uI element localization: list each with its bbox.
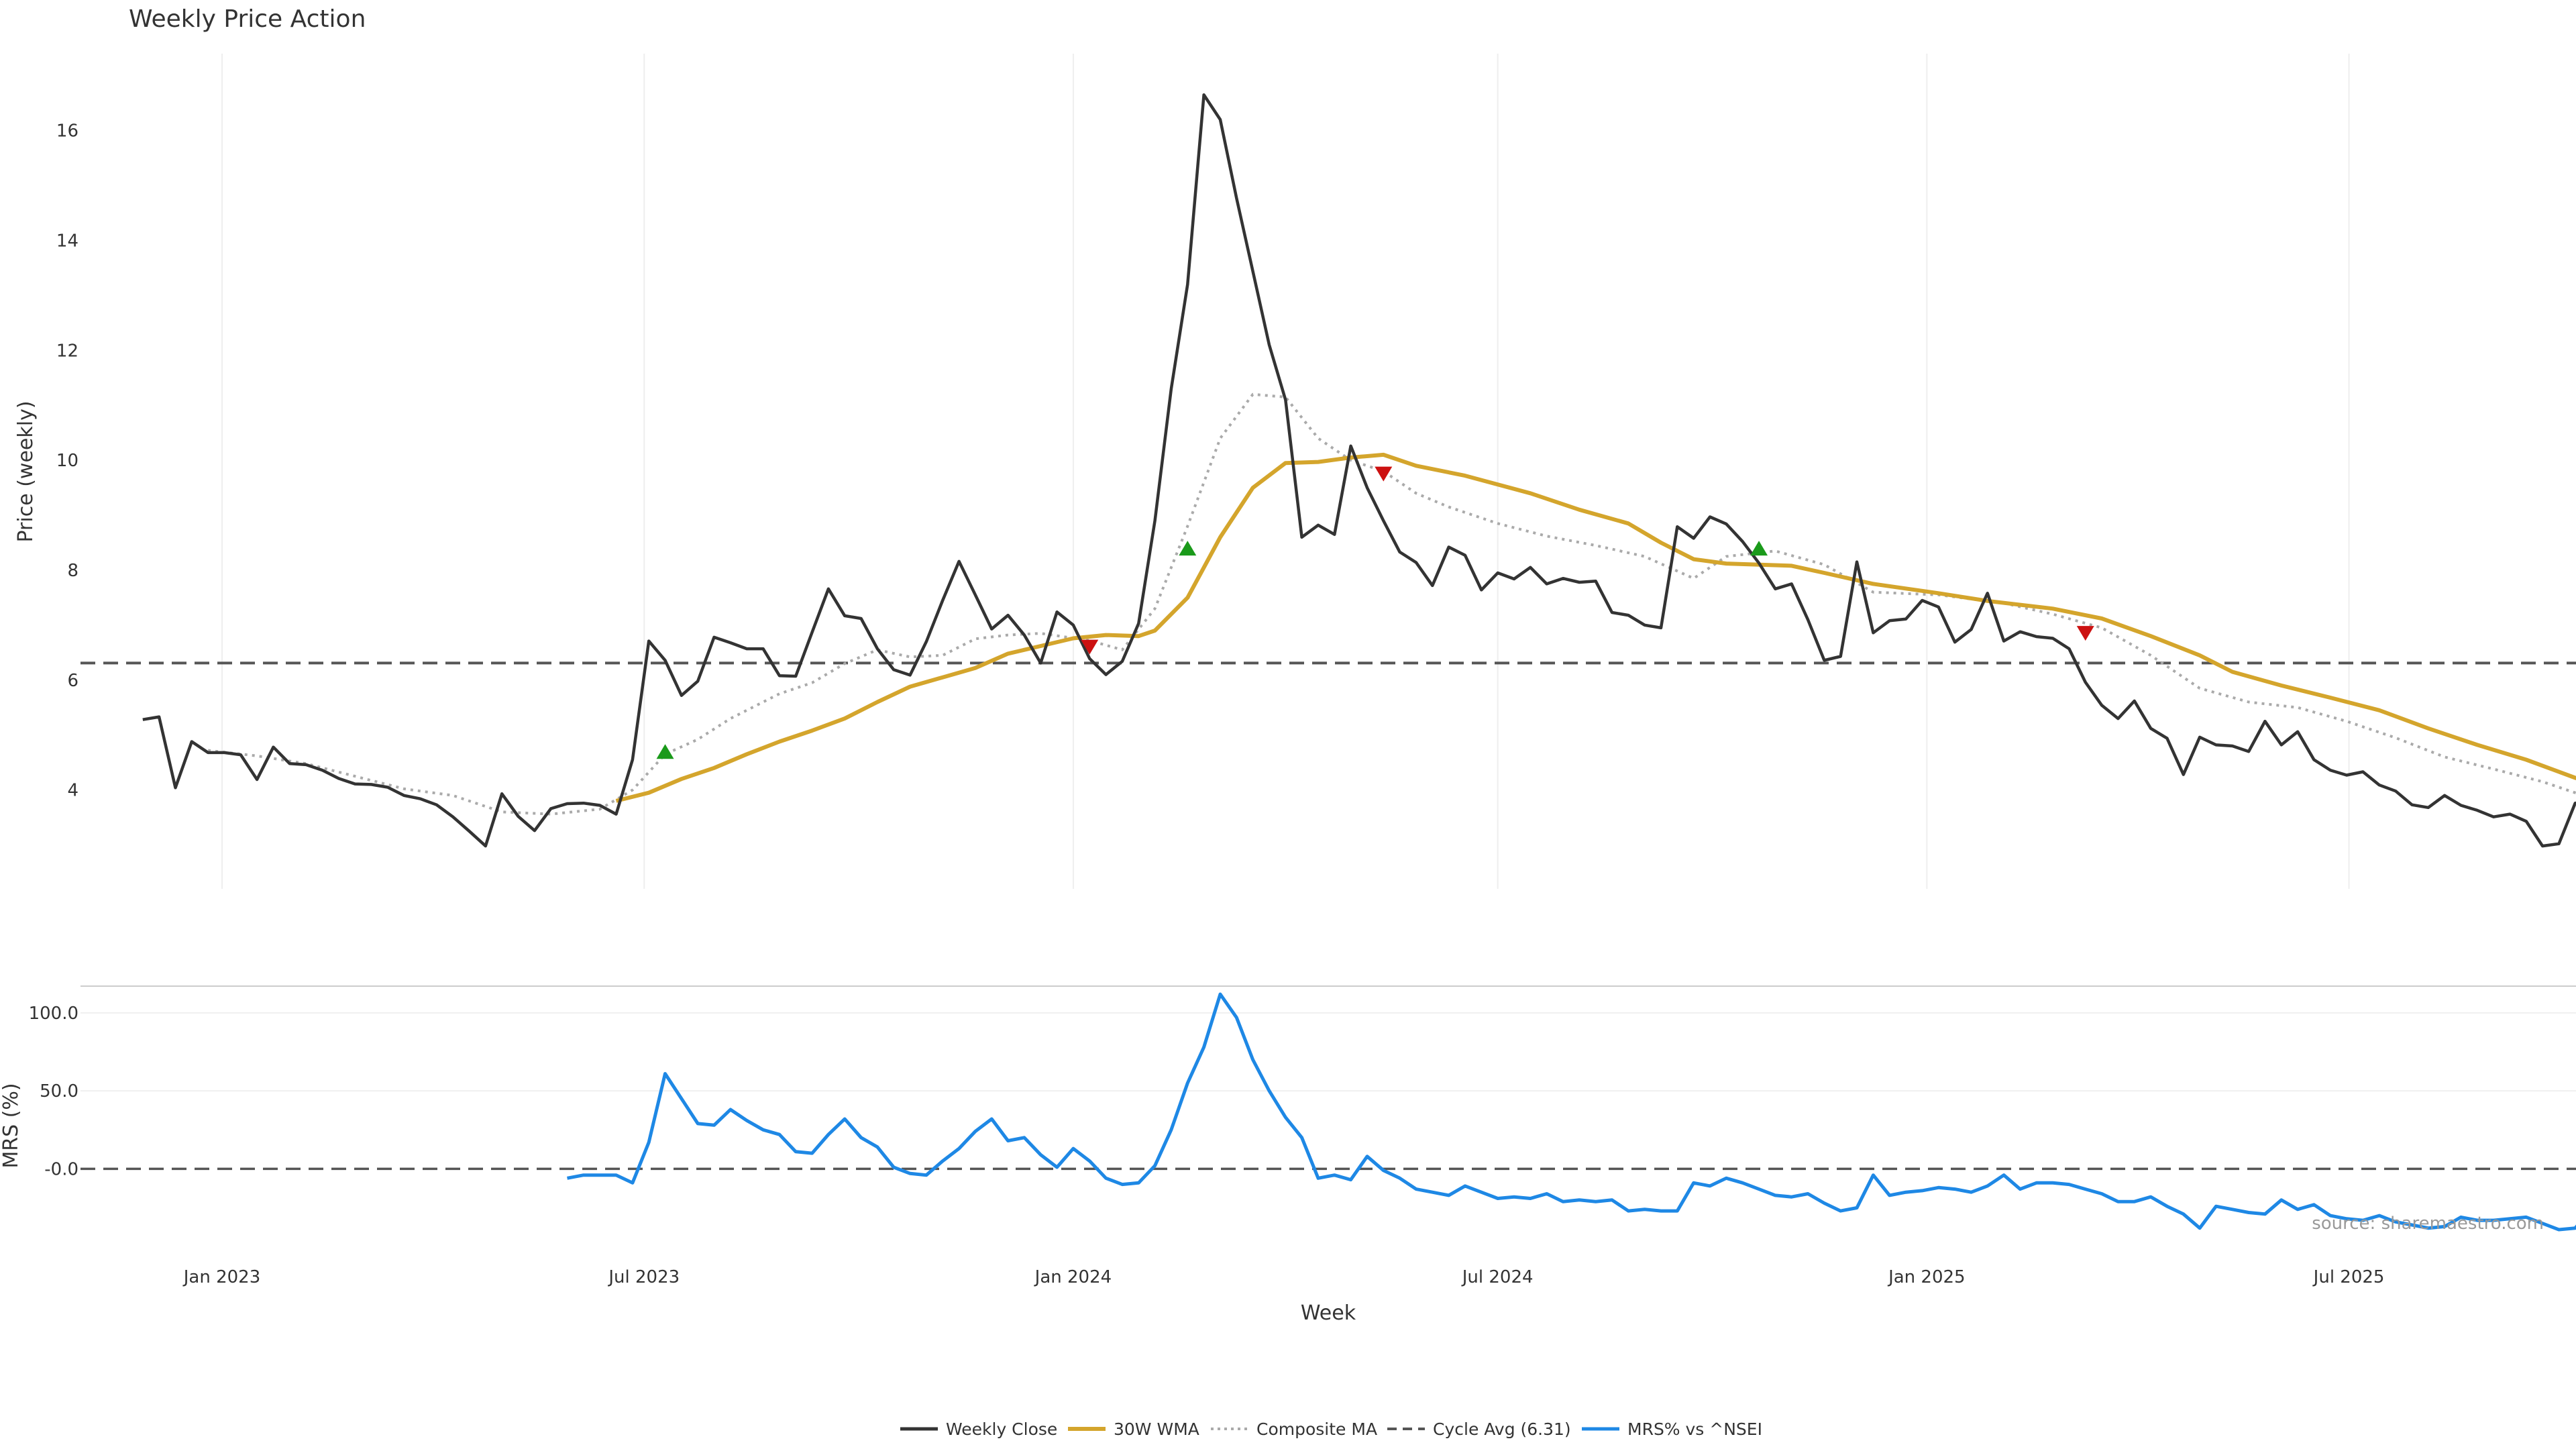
source-watermark: source: sharemaestro.com bbox=[2312, 1214, 2544, 1234]
signal-markers-layer bbox=[656, 466, 2094, 759]
x-axis-label: Week bbox=[1301, 1301, 1356, 1325]
chart-title: Weekly Price Action bbox=[129, 5, 366, 33]
grid-layer bbox=[80, 54, 2576, 1092]
x-tick-label: Jan 2023 bbox=[182, 1267, 261, 1287]
price-y-tick-label: 16 bbox=[56, 121, 78, 142]
series-weekly-close bbox=[142, 93, 2576, 848]
legend-label: MRS% vs ^NSEI bbox=[1627, 1419, 1762, 1439]
buy-signal-marker bbox=[1179, 541, 1197, 556]
price-y-tick-label: 12 bbox=[56, 341, 78, 361]
legend: Weekly Close 30W WMA Composite MA Cycle Avg… bbox=[900, 1419, 1762, 1439]
x-tick-label: Jul 2024 bbox=[1461, 1267, 1534, 1287]
price-y-axis-label: Price (weekly) bbox=[14, 400, 38, 542]
axes-layer: Jan 2023 Jul 2023 Jan 2024 Jul 2024 Jan 2025… bbox=[29, 121, 2385, 1287]
price-y-tick-label: 10 bbox=[56, 451, 78, 471]
x-tick-label: Jan 2025 bbox=[1887, 1267, 1966, 1287]
legend-label: Composite MA bbox=[1256, 1419, 1377, 1439]
mrs-y-tick-label: -0.0 bbox=[44, 1159, 78, 1179]
price-y-tick-label: 4 bbox=[67, 781, 78, 801]
x-tick-label: Jul 2023 bbox=[607, 1267, 680, 1287]
series-30w-wma bbox=[615, 452, 2576, 803]
legend-label: Weekly Close bbox=[946, 1419, 1057, 1439]
price-y-tick-label: 8 bbox=[67, 561, 78, 581]
sell-signal-marker bbox=[1375, 466, 1393, 482]
mrs-y-tick-label: 50.0 bbox=[40, 1081, 78, 1102]
buy-signal-marker bbox=[656, 744, 674, 759]
price-y-tick-label: 6 bbox=[67, 671, 78, 691]
x-tick-label: Jan 2024 bbox=[1034, 1267, 1112, 1287]
sell-signal-marker bbox=[2076, 626, 2094, 641]
series-layer bbox=[142, 93, 2576, 1232]
mrs-y-tick-label: 100.0 bbox=[29, 1004, 78, 1024]
series-mrs bbox=[567, 992, 2576, 1232]
legend-label: 30W WMA bbox=[1114, 1419, 1199, 1439]
reference-lines-layer bbox=[80, 661, 2576, 1171]
sell-signal-marker bbox=[1081, 639, 1099, 655]
price-y-tick-label: 14 bbox=[56, 231, 78, 251]
x-tick-label: Jul 2025 bbox=[2312, 1267, 2385, 1287]
legend-label: Cycle Avg (6.31) bbox=[1433, 1419, 1571, 1439]
buy-signal-marker bbox=[1750, 541, 1768, 556]
mrs-y-axis-label: MRS (%) bbox=[0, 1083, 23, 1168]
